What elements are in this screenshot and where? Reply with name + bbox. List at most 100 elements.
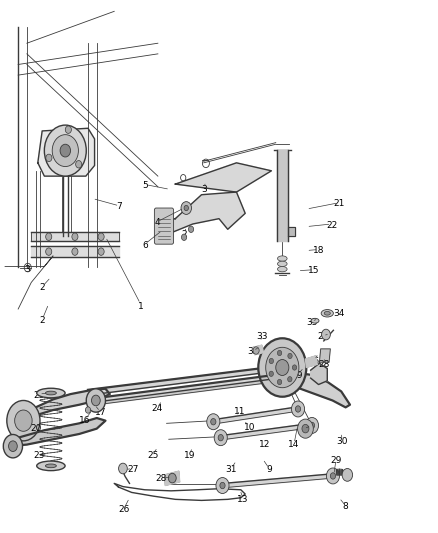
Polygon shape — [175, 163, 272, 192]
Text: 35: 35 — [306, 318, 317, 327]
Text: 10: 10 — [244, 423, 255, 432]
Circle shape — [86, 389, 106, 412]
Circle shape — [65, 126, 71, 133]
Text: 27: 27 — [127, 465, 138, 474]
Polygon shape — [88, 367, 285, 394]
Circle shape — [216, 478, 229, 494]
Circle shape — [266, 348, 299, 387]
Circle shape — [330, 473, 336, 479]
Polygon shape — [38, 128, 95, 176]
Ellipse shape — [321, 310, 333, 317]
Circle shape — [14, 410, 32, 431]
Polygon shape — [164, 471, 180, 486]
Text: 12: 12 — [259, 440, 271, 449]
Text: 11: 11 — [234, 407, 246, 416]
Circle shape — [211, 418, 216, 425]
Text: 19: 19 — [184, 451, 195, 460]
Circle shape — [258, 338, 306, 397]
Circle shape — [98, 233, 104, 240]
Text: 4: 4 — [154, 219, 160, 228]
Text: 7: 7 — [117, 203, 122, 212]
Text: 30: 30 — [336, 438, 348, 447]
Text: 18: 18 — [313, 246, 324, 255]
Text: 31: 31 — [306, 423, 317, 432]
Circle shape — [181, 234, 187, 240]
Text: 27: 27 — [317, 332, 328, 341]
Circle shape — [46, 248, 52, 255]
Ellipse shape — [37, 461, 65, 471]
Text: 19: 19 — [292, 371, 304, 380]
Polygon shape — [214, 407, 298, 424]
Polygon shape — [158, 192, 245, 235]
Text: 31: 31 — [226, 465, 237, 474]
Text: 23: 23 — [33, 391, 45, 400]
Circle shape — [321, 329, 330, 340]
Polygon shape — [319, 349, 330, 362]
Text: 3: 3 — [24, 265, 30, 273]
Circle shape — [52, 135, 78, 166]
Circle shape — [119, 463, 127, 474]
Circle shape — [46, 233, 52, 240]
Text: 33: 33 — [256, 332, 268, 341]
Circle shape — [295, 406, 300, 412]
Circle shape — [253, 347, 259, 354]
Circle shape — [168, 473, 176, 483]
Circle shape — [342, 469, 353, 481]
Ellipse shape — [278, 266, 287, 272]
Polygon shape — [311, 364, 327, 384]
Circle shape — [218, 434, 223, 441]
Text: 2: 2 — [181, 230, 187, 239]
Text: 15: 15 — [308, 266, 320, 275]
Ellipse shape — [278, 256, 287, 261]
Polygon shape — [5, 418, 106, 446]
Polygon shape — [31, 232, 119, 241]
Text: 6: 6 — [142, 241, 148, 250]
FancyBboxPatch shape — [154, 208, 173, 244]
Text: 17: 17 — [95, 408, 106, 417]
Polygon shape — [305, 356, 317, 368]
Text: 34: 34 — [333, 309, 345, 318]
Circle shape — [207, 414, 220, 430]
Circle shape — [72, 233, 78, 240]
Ellipse shape — [278, 261, 287, 266]
Text: 20: 20 — [31, 424, 42, 433]
Circle shape — [220, 482, 225, 489]
Circle shape — [76, 160, 82, 168]
Circle shape — [214, 430, 227, 446]
Text: 9: 9 — [266, 465, 272, 474]
Circle shape — [269, 358, 273, 364]
Polygon shape — [10, 389, 110, 421]
Circle shape — [305, 417, 318, 433]
Polygon shape — [31, 246, 119, 257]
Text: 28: 28 — [318, 360, 329, 369]
Circle shape — [46, 154, 52, 161]
Ellipse shape — [311, 318, 319, 323]
Polygon shape — [277, 150, 288, 241]
Circle shape — [276, 360, 289, 375]
Circle shape — [302, 424, 309, 433]
Text: 32: 32 — [247, 347, 259, 356]
Polygon shape — [88, 378, 272, 405]
Circle shape — [60, 144, 71, 157]
Text: 24: 24 — [152, 405, 162, 414]
Text: 23: 23 — [33, 451, 45, 460]
Circle shape — [269, 371, 273, 376]
Text: 29: 29 — [330, 456, 342, 465]
Circle shape — [7, 400, 40, 441]
Ellipse shape — [37, 388, 65, 398]
Ellipse shape — [46, 391, 57, 395]
Text: 16: 16 — [79, 416, 91, 425]
Circle shape — [44, 125, 86, 176]
Circle shape — [288, 377, 292, 382]
Circle shape — [297, 419, 313, 438]
Text: 26: 26 — [118, 505, 130, 514]
Circle shape — [184, 205, 188, 211]
Circle shape — [277, 350, 282, 356]
Circle shape — [9, 441, 17, 451]
Text: 2: 2 — [39, 316, 45, 325]
Text: 25: 25 — [308, 357, 320, 366]
Circle shape — [309, 422, 314, 429]
Text: 1: 1 — [138, 302, 143, 311]
Circle shape — [292, 365, 297, 370]
Text: 13: 13 — [237, 495, 249, 504]
